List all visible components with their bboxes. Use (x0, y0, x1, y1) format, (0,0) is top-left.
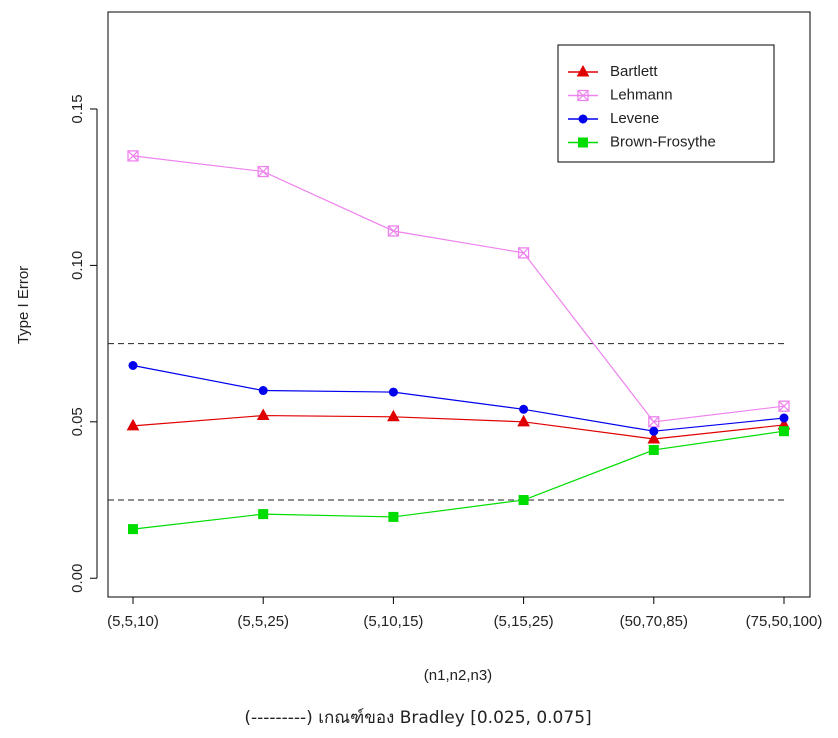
legend-marker (576, 64, 590, 77)
x-tick-label: (75,50,100) (746, 613, 823, 630)
x-axis-label: (n1,n2,n3) (424, 667, 492, 684)
x-tick-label: (50,70,85) (620, 613, 688, 630)
data-point (647, 431, 661, 444)
legend-label: Brown-Frosythe (610, 133, 716, 150)
y-axis-label: Type I Error (15, 266, 32, 344)
data-point (648, 444, 659, 455)
data-point (258, 509, 269, 520)
data-point (517, 247, 530, 259)
legend-label: Lehmann (610, 86, 673, 103)
y-tick-label: 0.15 (69, 94, 86, 123)
data-point (128, 361, 138, 371)
series-line (132, 414, 785, 440)
data-point (649, 426, 659, 436)
x-tick-label: (5,15,25) (494, 613, 554, 630)
legend-marker (578, 137, 588, 148)
data-point (127, 150, 139, 162)
data-point (126, 418, 140, 431)
legend-label: Levene (610, 110, 659, 127)
series-line (132, 155, 785, 423)
data-point (387, 409, 400, 422)
data-point (779, 426, 789, 437)
data-point (519, 404, 529, 414)
y-tick-label: 0.10 (69, 251, 86, 280)
caption: (---------) เกณฑ์ของ Bradley [0.025, 0.0… (244, 708, 591, 728)
data-point (518, 495, 529, 506)
data-point (388, 387, 398, 397)
data-point (258, 386, 268, 396)
data-point (517, 414, 530, 427)
series-line (132, 430, 785, 530)
data-point (388, 511, 399, 522)
data-point (387, 225, 400, 237)
x-tick-label: (5,5,25) (237, 613, 289, 630)
x-tick-label: (5,10,15) (363, 613, 423, 630)
data-point (779, 413, 789, 423)
legend-marker (577, 89, 589, 102)
data-point (778, 400, 790, 412)
data-point (257, 165, 269, 178)
series-line (132, 364, 785, 432)
data-point (128, 524, 138, 535)
data-point (256, 408, 270, 421)
y-tick-label: 0.00 (69, 564, 86, 593)
legend-marker (578, 114, 588, 124)
legend-label: Bartlett (610, 63, 658, 80)
x-tick-label: (5,5,10) (107, 613, 159, 630)
y-tick-label: 0.05 (69, 407, 86, 436)
